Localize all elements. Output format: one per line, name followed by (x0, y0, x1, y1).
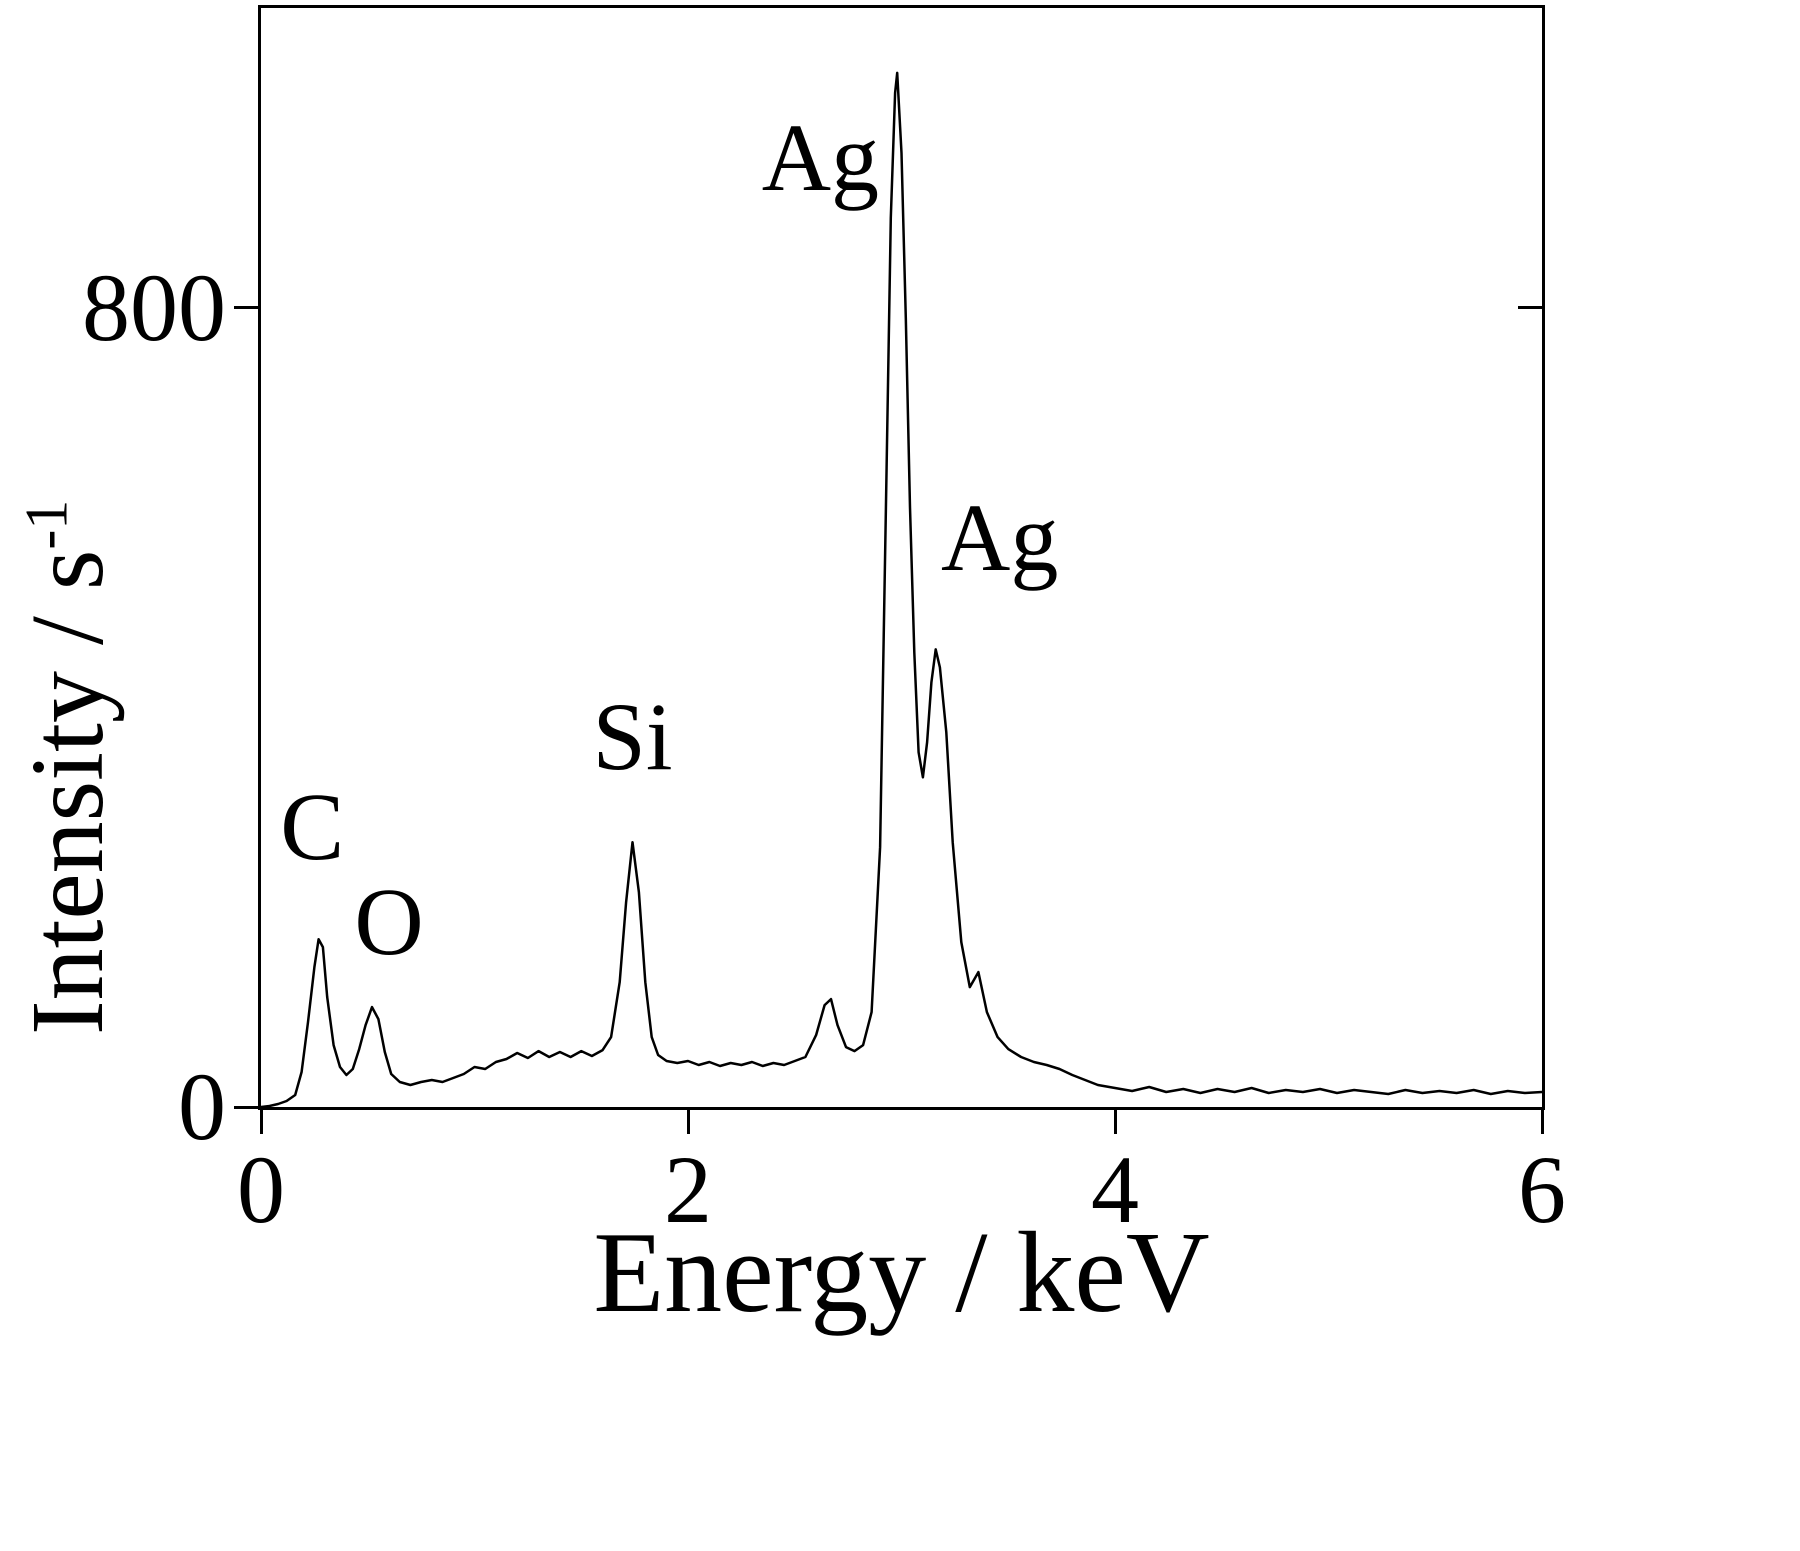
peak-label-ag-3: Ag (761, 103, 880, 211)
peak-label-o-1: O (354, 868, 424, 976)
x-tick-2 (686, 1110, 690, 1134)
peak-label-si-2: Si (592, 683, 673, 791)
y-tick-label-800: 800 (82, 253, 226, 361)
y-axis-label: Intensity / s-1 (10, 499, 125, 1035)
x-tick-6 (1540, 1110, 1544, 1134)
y-axis-label-superscript: -1 (13, 499, 80, 550)
x-axis-label: Energy / keV (593, 1209, 1210, 1337)
y-tick-800 (234, 306, 258, 310)
plot-area: C O Si Ag Ag (258, 5, 1545, 1110)
x-tick-4 (1113, 1110, 1117, 1134)
spectrum-line-chart (261, 71, 1542, 1107)
y-tick-label-0: 0 (178, 1053, 226, 1160)
x-tick-label-4: 4 (1091, 1136, 1139, 1243)
spectrum-trace (261, 71, 1542, 1107)
peak-label-c-0: C (280, 773, 345, 881)
y-axis-label-text: Intensity / s (10, 549, 125, 1035)
x-tick-label-6: 6 (1518, 1136, 1566, 1243)
y-tick-0 (234, 1105, 258, 1109)
x-tick-label-0: 0 (237, 1136, 285, 1243)
x-tick-label-2: 2 (664, 1136, 712, 1243)
y-tick-right-800 (1518, 306, 1542, 310)
peak-label-ag-4: Ag (941, 483, 1059, 591)
x-tick-0 (259, 1110, 263, 1134)
